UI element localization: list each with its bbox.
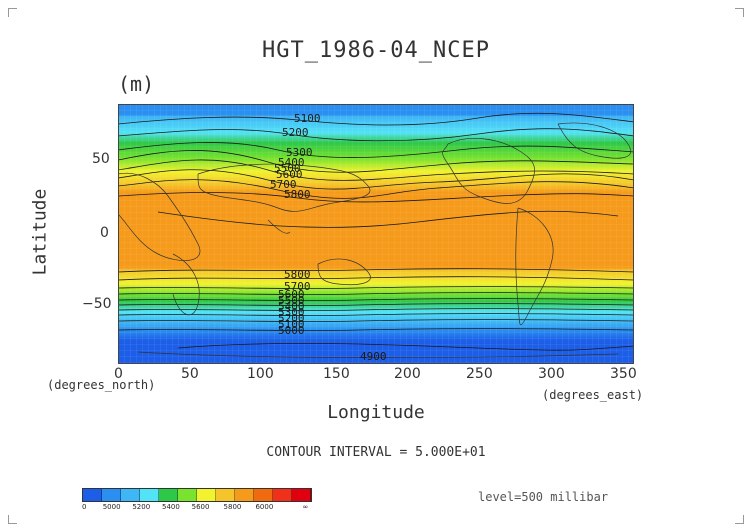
colorbar-swatch — [235, 489, 254, 501]
map-frame — [118, 104, 634, 364]
colorbar-swatch — [159, 489, 178, 501]
colorbar-swatch — [140, 489, 159, 501]
colorbar-label: 5800 — [223, 503, 242, 511]
contour-label: 5700 — [270, 178, 297, 191]
contour-label: 5100 — [278, 318, 305, 331]
contour-label: 5200 — [282, 126, 309, 139]
y-unit-label: (degrees_north) — [47, 378, 156, 392]
level-text: level=500 millibar — [478, 490, 609, 504]
map-plot: 5100 5200 5300 5400 5500 5600 5700 5800 … — [118, 104, 634, 364]
colorbar-swatch — [178, 489, 197, 501]
x-tick-label: 150 — [323, 366, 350, 382]
contour-label: 5400 — [278, 300, 305, 313]
crop-mark — [8, 515, 17, 524]
x-axis-title: Longitude — [327, 402, 425, 423]
colorbar-label: 5000 — [102, 503, 121, 511]
contour-label: 5700 — [284, 280, 311, 293]
contour-label: 5600 — [278, 288, 305, 301]
x-tick-label: 0 — [114, 366, 123, 382]
x-tick-label: 300 — [538, 366, 565, 382]
colorbar-label: ∞ — [302, 503, 309, 511]
contour-interval-text: CONTOUR INTERVAL = 5.000E+01 — [266, 445, 486, 460]
coastlines — [118, 122, 631, 358]
x-tick-label: 200 — [394, 366, 421, 382]
colorbar-swatch — [121, 489, 140, 501]
colorbar-labels: 0 5000 5200 5400 5600 5800 6000 ∞ — [82, 503, 312, 513]
colorbar-label: 5600 — [191, 503, 210, 511]
units-label: (m) — [118, 72, 155, 96]
contour-label: 5500 — [278, 294, 305, 307]
contour-label: 5200 — [278, 312, 305, 325]
contour-label: 5300 — [286, 146, 313, 159]
contour-label: 5800 — [284, 188, 311, 201]
colorbar-swatch — [254, 489, 273, 501]
contour-label: 4900 — [360, 350, 387, 363]
x-tick-label: 50 — [181, 366, 199, 382]
colorbar-swatch — [273, 489, 292, 501]
colorbar-swatch — [102, 489, 121, 501]
y-tick-label: −50 — [82, 296, 112, 312]
colorbar-swatch — [197, 489, 216, 501]
colorbar — [82, 488, 312, 502]
contour-lines — [118, 112, 634, 351]
colorbar-label: 0 — [82, 503, 87, 511]
y-axis-title: Latitude — [29, 188, 51, 276]
contour-label: 5500 — [274, 162, 301, 175]
contour-label: 5400 — [278, 156, 305, 169]
colorbar-swatch — [83, 489, 102, 501]
colorbar-label: 5200 — [132, 503, 151, 511]
crop-mark — [735, 8, 744, 17]
colorbar-swatch — [292, 489, 311, 501]
x-tick-label: 100 — [247, 366, 274, 382]
plot-title: HGT_1986-04_NCEP — [262, 38, 490, 63]
colorbar-swatch — [216, 489, 235, 501]
contour-label: 5300 — [278, 306, 305, 319]
contour-label: 5100 — [294, 112, 321, 125]
contour-label: 5600 — [276, 168, 303, 181]
contour-label-group: 5100 5200 5300 5400 5500 5600 5700 5800 … — [270, 112, 387, 363]
x-tick-label: 350 — [610, 366, 637, 382]
crop-mark — [8, 8, 17, 17]
contour-label: 5000 — [278, 324, 305, 337]
crop-mark — [735, 515, 744, 524]
y-tick-label: 50 — [92, 151, 110, 167]
x-unit-label: (degrees_east) — [542, 388, 644, 402]
colorbar-label: 5400 — [161, 503, 180, 511]
colorbar-label: 6000 — [255, 503, 274, 511]
x-tick-label: 250 — [466, 366, 493, 382]
y-tick-label: 0 — [100, 225, 109, 241]
contour-label: 5800 — [284, 268, 311, 281]
